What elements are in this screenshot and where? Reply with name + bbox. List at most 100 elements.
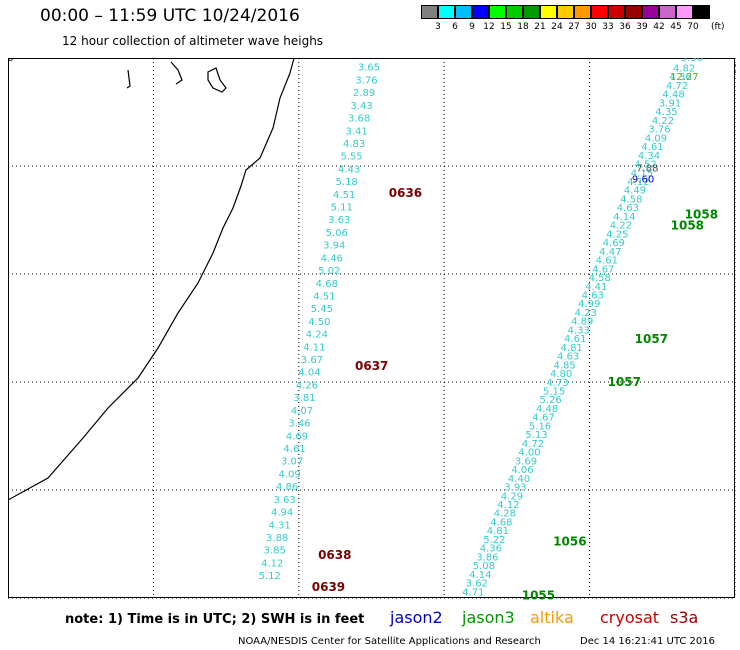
swh-value-label: 5.16: [529, 421, 551, 432]
legend-swatch: [540, 5, 557, 19]
swh-value-label: 3.62: [466, 579, 488, 590]
swh-value-label: 3.43: [350, 101, 372, 112]
satellite-label-jason2: jason2: [390, 608, 443, 627]
swh-value-label: 4.31: [269, 520, 291, 531]
swh-value-label: 4.58: [589, 273, 611, 284]
swh-value-label: 4.26: [296, 380, 318, 391]
legend-label: 42: [653, 22, 665, 32]
satellite-label-cryosat: cryosat: [600, 608, 660, 627]
swh-value-label: 4.68: [316, 279, 338, 290]
swh-value-label: 4.12: [261, 558, 283, 569]
swh-value-label: 4.43: [338, 164, 360, 175]
swh-value-label: 4.49: [624, 186, 646, 197]
swh-value-label: 3.81: [293, 393, 315, 404]
time-label: 1058: [685, 208, 718, 222]
swh-value-label: 2.89: [353, 88, 375, 99]
page-title: 00:00 – 11:59 UTC 10/24/2016: [40, 6, 300, 26]
swh-value-label: 4.33: [568, 325, 590, 336]
swh-value-label: 4.12: [627, 177, 649, 188]
swh-value-label: 5.22: [483, 535, 505, 546]
time-label: 0636: [389, 186, 422, 200]
swh-value-label: 4.07: [291, 406, 313, 417]
swh-value-label: 3.07: [281, 457, 303, 468]
swh-value-label: 4.51: [333, 190, 355, 201]
swh-value-label: 4.81: [561, 343, 583, 354]
swh-value-label: 4.40: [508, 474, 530, 485]
swh-value-label: 4.47: [599, 247, 621, 258]
swh-value-label: 4.23: [575, 308, 597, 319]
swh-value-label: 4.71: [462, 587, 484, 598]
swh-value-label: 4.68: [490, 517, 512, 528]
swh-value-label: 5.55: [341, 152, 363, 163]
swh-value-label: 4.82: [673, 64, 695, 75]
time-label: 1059: [734, 62, 736, 76]
legend-label: 70: [687, 22, 699, 32]
swh-value-label: 4.22: [610, 221, 632, 232]
swh-value-label: 4.69: [286, 431, 308, 442]
swh-value-label: 4.28: [494, 509, 516, 520]
swh-value-label: 5.06: [326, 228, 348, 239]
swh-value-label: 4.67: [592, 264, 614, 275]
time-label: 1058: [671, 218, 704, 232]
coastline-path: [8, 58, 295, 501]
swh-value-label: 4.36: [669, 72, 691, 83]
island-shape: [170, 61, 183, 85]
legend-label: 15: [500, 22, 512, 32]
swh-value-label: 4.67: [532, 413, 554, 424]
swh-value-label: 4.24: [306, 330, 328, 341]
axis-labels: 4548515457600246810: [8, 58, 14, 64]
swh-value-label: 4.89: [571, 317, 593, 328]
swh-value-label: 4.14: [613, 212, 635, 223]
island-shape: [126, 69, 131, 89]
swh-value-label: 4.36: [480, 544, 502, 555]
time-label: 0639: [312, 580, 345, 594]
swh-value-label: 4.35: [655, 107, 677, 118]
swh-value-label: 4.61: [641, 142, 663, 153]
legend-swatch: [693, 5, 710, 19]
legend-label: 18: [517, 22, 529, 32]
satellite-label-altika: altika: [530, 608, 574, 627]
legend-label: 6: [452, 22, 458, 32]
legend-swatch: [421, 5, 438, 19]
legend-label: 33: [602, 22, 614, 32]
swh-value-label: 4.85: [554, 360, 576, 371]
swh-value-label: 3.63: [328, 215, 350, 226]
swh-value-label: 4.86: [276, 482, 298, 493]
swh-value-label: 4.80: [550, 369, 572, 380]
map-grid: [8, 58, 736, 599]
swh-special-value: 3.96: [681, 58, 703, 64]
swh-value-label: 4.41: [585, 282, 607, 293]
footer-note: note: 1) Time is in UTC; 2) SWH is in fe…: [65, 612, 365, 627]
legend-swatch: [523, 5, 540, 19]
legend-label: 12: [483, 22, 495, 32]
legend-swatch: [472, 5, 489, 19]
swh-value-label: 3.67: [301, 355, 323, 366]
legend-swatch: [659, 5, 676, 19]
legend-label: 9: [469, 22, 475, 32]
legend-label: 21: [534, 22, 546, 32]
legend-unit: (ft): [711, 22, 725, 32]
swh-value-label: 4.14: [469, 570, 491, 581]
swh-value-label: 4.34: [638, 151, 660, 162]
time-label: 1056: [553, 534, 586, 548]
generated-date: Dec 14 16:21:41 UTC 2016: [580, 636, 715, 647]
swh-value-label: 4.73: [546, 378, 568, 389]
swh-value-label: 4.00: [518, 448, 540, 459]
swh-value-label: 4.81: [487, 526, 509, 537]
legend-label: 24: [551, 22, 563, 32]
legend-label: 30: [585, 22, 597, 32]
swh-value-label: 5.45: [311, 304, 333, 315]
time-label: 1057: [608, 375, 641, 389]
swh-value-label: 3.69: [515, 456, 537, 467]
legend-swatch: [625, 5, 642, 19]
swh-value-label: 4.50: [308, 317, 330, 328]
swh-value-label: 4.48: [536, 404, 558, 415]
track-jason3-west: 5.53 3.653.76 2.89 3.43 3.683.41 4.83 5.554.43…: [259, 58, 423, 594]
swh-value-label: 3.41: [345, 126, 367, 137]
swh-value-label: 4.25: [606, 229, 628, 240]
swh-value-label: 4.61: [564, 334, 586, 345]
swh-value-label: 5.12: [259, 571, 281, 582]
swh-value-label: 4.61: [283, 444, 305, 455]
time-label: 0637: [355, 359, 388, 373]
swh-value-label: 4.94: [271, 508, 293, 519]
